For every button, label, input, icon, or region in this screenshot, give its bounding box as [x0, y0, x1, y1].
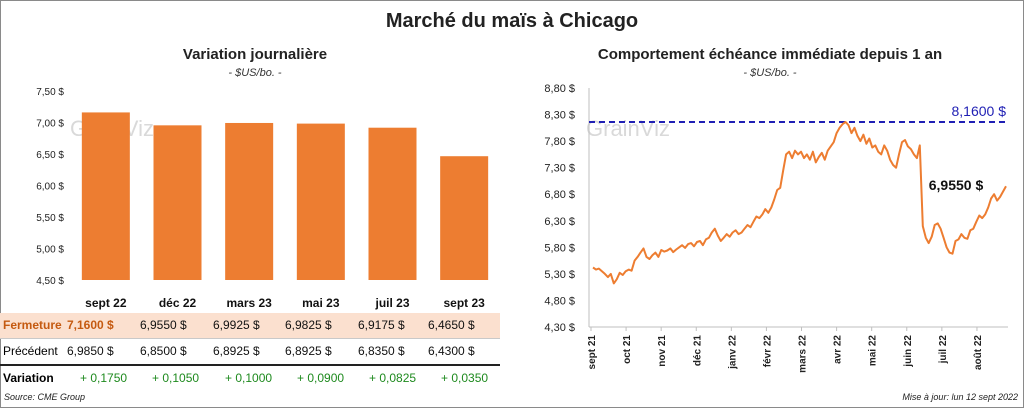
x-tick-label: oct 21 — [622, 335, 633, 364]
main-title: Marché du maïs à Chicago — [385, 10, 639, 32]
x-tick-label: nov 21 — [657, 335, 668, 367]
x-tick-label: sept 23 — [443, 296, 485, 310]
x-tick-label: mai 23 — [302, 296, 340, 310]
y-tick-label: 6,00 $ — [36, 182, 64, 193]
bar — [368, 127, 417, 280]
line-chart-title: Comportement échéance immédiate depuis 1… — [597, 46, 943, 63]
bar — [153, 125, 202, 281]
y-tick-label: 5,30 $ — [544, 269, 575, 281]
table-cell: 6,9925 $ — [213, 318, 260, 332]
table-cell: + 0,1750 — [80, 371, 128, 385]
bar — [440, 156, 489, 280]
table-cell: + 0,0350 — [441, 371, 489, 385]
bar-chart-units: - $US/bo. - — [228, 67, 282, 79]
table-cell: 6,8925 $ — [213, 344, 260, 358]
table-row-variation: Variation + 0,1750 + 0,1050 + 0,1000 + 0… — [0, 366, 500, 390]
reference-label: 8,1600 $ — [952, 103, 1007, 119]
y-tick-label: 6,80 $ — [544, 189, 575, 201]
table-cell: + 0,0825 — [369, 371, 417, 385]
table-cell: 6,4650 $ — [428, 318, 475, 332]
table-row-fermeture: Fermeture 7,1600 $ 6,9550 $ 6,9925 $ 6,9… — [0, 313, 500, 339]
line-chart-units: - $US/bo. - — [743, 67, 797, 79]
table-cell: 6,4300 $ — [428, 344, 475, 358]
watermark: GrainViz — [586, 116, 670, 141]
x-tick-label: déc 21 — [692, 335, 703, 367]
y-tick-label: 5,80 $ — [544, 242, 575, 254]
y-tick-label: 7,30 $ — [544, 163, 575, 175]
x-tick-label: juil 22 — [938, 335, 949, 365]
x-tick-label: mars 23 — [226, 296, 272, 310]
x-tick-label: mai 22 — [868, 335, 879, 367]
row-label: Variation — [3, 371, 54, 385]
price-line — [592, 121, 1007, 285]
x-tick-label: août 22 — [973, 335, 984, 370]
x-tick-label: juin 22 — [903, 335, 914, 368]
y-tick-label: 8,80 $ — [544, 83, 575, 95]
x-tick-label: févr 22 — [762, 335, 773, 368]
x-tick-label: sept 22 — [85, 296, 127, 310]
bar — [296, 123, 345, 280]
last-value-label: 6,9550 $ — [929, 177, 984, 193]
y-tick-label: 6,50 $ — [36, 150, 64, 161]
bar-chart: GrainViz 4,50 $5,00 $5,50 $6,00 $6,50 $7… — [36, 87, 489, 310]
table-cell: 6,9550 $ — [140, 318, 187, 332]
table-cell: 6,9175 $ — [358, 318, 405, 332]
x-tick-label: avr 22 — [833, 335, 844, 364]
table-cell: 6,9850 $ — [67, 344, 114, 358]
x-tick-label: sept 21 — [587, 335, 598, 370]
table-cell: 6,8500 $ — [140, 344, 187, 358]
table-cell: + 0,1050 — [152, 371, 200, 385]
source-note: Source: CME Group — [4, 392, 86, 402]
table-divider — [0, 364, 500, 366]
bar — [225, 122, 274, 280]
table-cell: 6,8350 $ — [358, 344, 405, 358]
y-tick-label: 4,30 $ — [544, 322, 575, 334]
x-tick-label: juil 23 — [374, 296, 409, 310]
table-cell: 6,9825 $ — [285, 318, 332, 332]
row-label: Précédent — [3, 344, 58, 358]
table-cell: 6,8925 $ — [285, 344, 332, 358]
x-tick-label: mars 22 — [798, 335, 809, 373]
bar — [81, 112, 130, 280]
table-row-precedent: Précédent 6,9850 $ 6,8500 $ 6,8925 $ 6,8… — [0, 339, 500, 364]
y-tick-label: 5,00 $ — [36, 245, 64, 256]
x-tick-label: janv 22 — [727, 335, 738, 370]
y-tick-label: 7,80 $ — [544, 136, 575, 148]
x-tick-label: déc 22 — [159, 296, 197, 310]
table-cell: 7,1600 $ — [67, 318, 114, 332]
y-tick-label: 4,80 $ — [544, 295, 575, 307]
bar-chart-title: Variation journalière — [182, 46, 328, 63]
row-label: Fermeture — [3, 318, 62, 332]
y-tick-label: 4,50 $ — [36, 276, 64, 287]
y-tick-label: 6,30 $ — [544, 216, 575, 228]
y-tick-label: 7,50 $ — [36, 87, 64, 98]
table-cell: + 0,0900 — [297, 371, 345, 385]
y-tick-label: 5,50 $ — [36, 213, 64, 224]
update-note: Mise à jour: lun 12 sept 2022 — [902, 392, 1018, 402]
y-tick-label: 7,00 $ — [36, 119, 64, 130]
table-cell: + 0,1000 — [225, 371, 273, 385]
line-chart: GrainViz 4,30 $ 4,80 $ 5,30 $ 5,80 $ 6,30 $ 6… — [544, 83, 1008, 373]
y-tick-label: 8,30 $ — [544, 110, 575, 122]
